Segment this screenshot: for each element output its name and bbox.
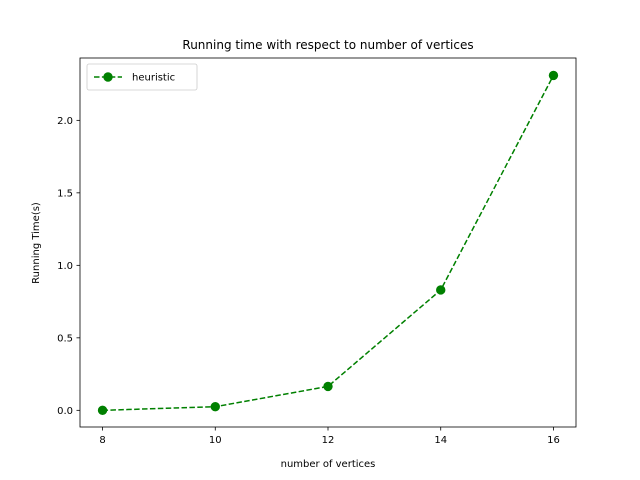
axes: 8 10 12 14 16 0.0 0.5 1.0 1.5 2.0 bbox=[57, 57, 577, 446]
y-tick-label: 1.0 bbox=[57, 261, 73, 272]
legend-box bbox=[86, 63, 198, 91]
x-tick-label: 14 bbox=[434, 435, 447, 446]
data-point bbox=[97, 405, 108, 416]
y-tick-label: 2.0 bbox=[57, 116, 73, 127]
x-tick-label: 12 bbox=[322, 435, 335, 446]
data-point bbox=[210, 402, 220, 412]
y-axis-label: Running Time(s) bbox=[31, 202, 42, 284]
x-axis-label: number of vertices bbox=[281, 459, 376, 470]
y-tick-label: 0.5 bbox=[57, 333, 73, 344]
x-tick-label: 16 bbox=[547, 435, 560, 446]
x-tick-label: 8 bbox=[99, 435, 105, 446]
plot-area bbox=[97, 70, 559, 416]
y-tick-label: 1.5 bbox=[57, 188, 73, 199]
chart-title: Running time with respect to number of v… bbox=[182, 38, 473, 52]
legend: heuristic bbox=[86, 63, 198, 91]
data-point bbox=[436, 285, 446, 295]
series-line-0 bbox=[102, 75, 555, 412]
x-tick-label: 10 bbox=[209, 435, 222, 446]
legend-marker bbox=[103, 72, 113, 82]
data-point bbox=[548, 70, 559, 81]
data-point bbox=[323, 381, 333, 392]
y-tick-label: 0.0 bbox=[57, 406, 73, 417]
legend-label: heuristic bbox=[132, 73, 175, 84]
